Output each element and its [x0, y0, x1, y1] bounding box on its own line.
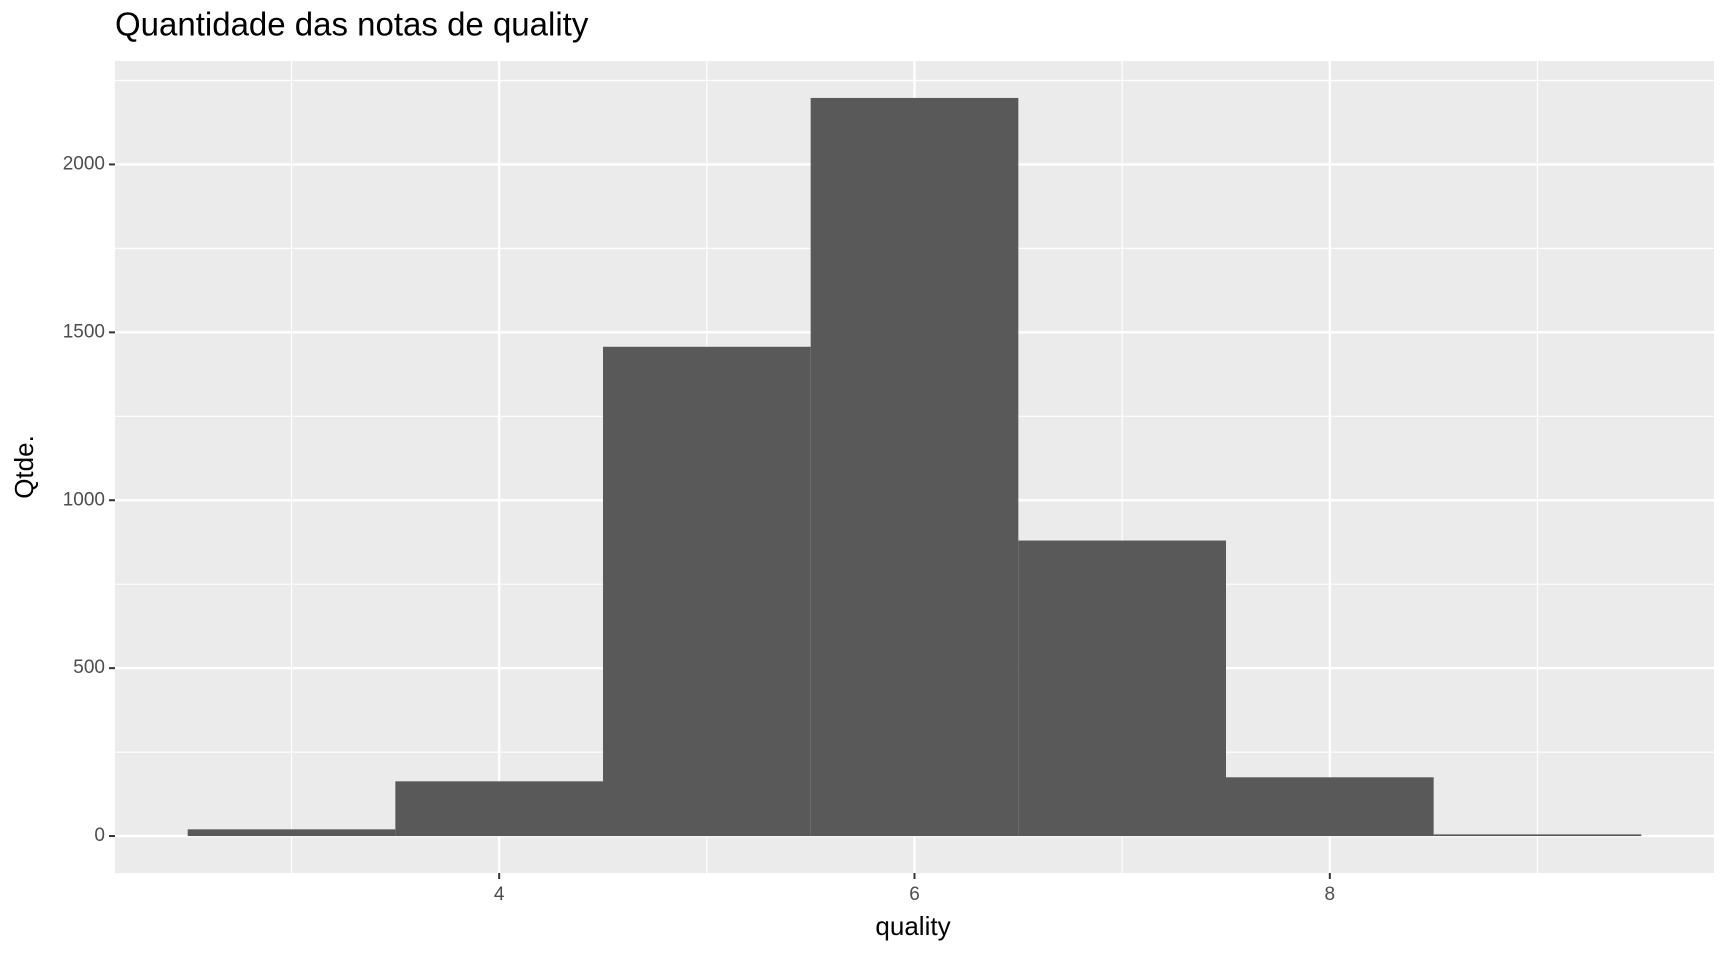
- chart-title: Quantidade das notas de quality: [115, 6, 589, 43]
- x-tick-label: 8: [1325, 884, 1336, 905]
- y-tick-label: 0: [94, 825, 105, 846]
- y-tick-label: 1000: [63, 489, 105, 510]
- bar: [1433, 834, 1642, 837]
- x-tick-label: 6: [909, 884, 920, 905]
- x-axis-label: quality: [875, 911, 950, 941]
- bar: [1225, 777, 1434, 837]
- bar: [395, 781, 604, 837]
- y-tick-label: 2000: [63, 153, 105, 174]
- bar: [1018, 540, 1226, 837]
- bar: [603, 346, 811, 837]
- bar: [810, 97, 1019, 837]
- x-tick-label: 4: [494, 884, 505, 905]
- y-tick-label: 1500: [63, 321, 105, 342]
- bar: [187, 829, 396, 837]
- y-axis-label: Qtde.: [9, 435, 39, 499]
- y-tick-label: 500: [73, 657, 105, 678]
